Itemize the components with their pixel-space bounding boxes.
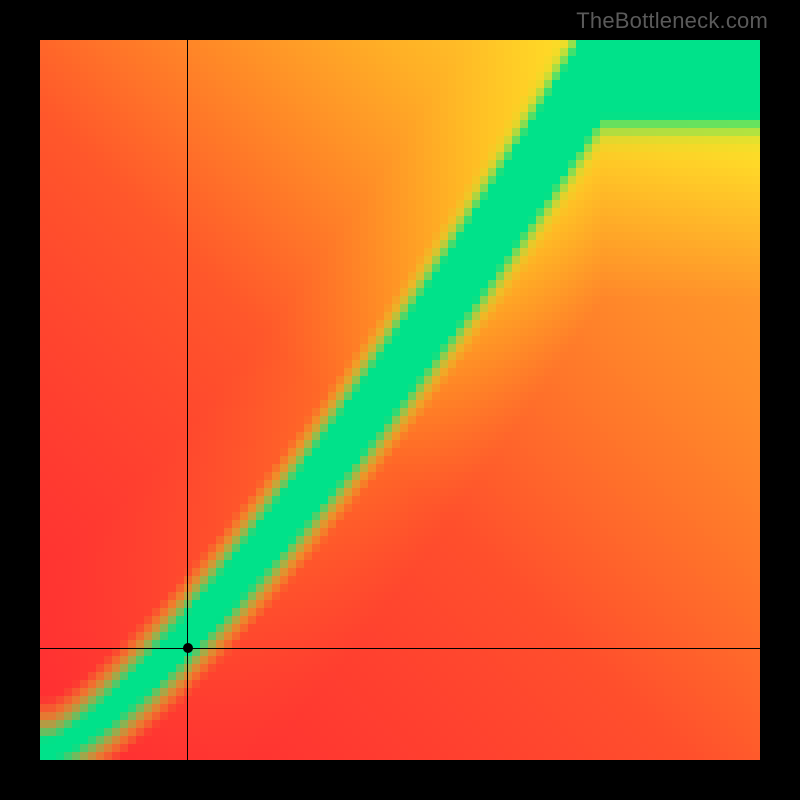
watermark-text: TheBottleneck.com (576, 8, 768, 34)
figure-outer: TheBottleneck.com (0, 0, 800, 800)
crosshair-marker (183, 643, 193, 653)
crosshair-horizontal (40, 648, 760, 649)
bottleneck-heatmap (40, 40, 760, 760)
